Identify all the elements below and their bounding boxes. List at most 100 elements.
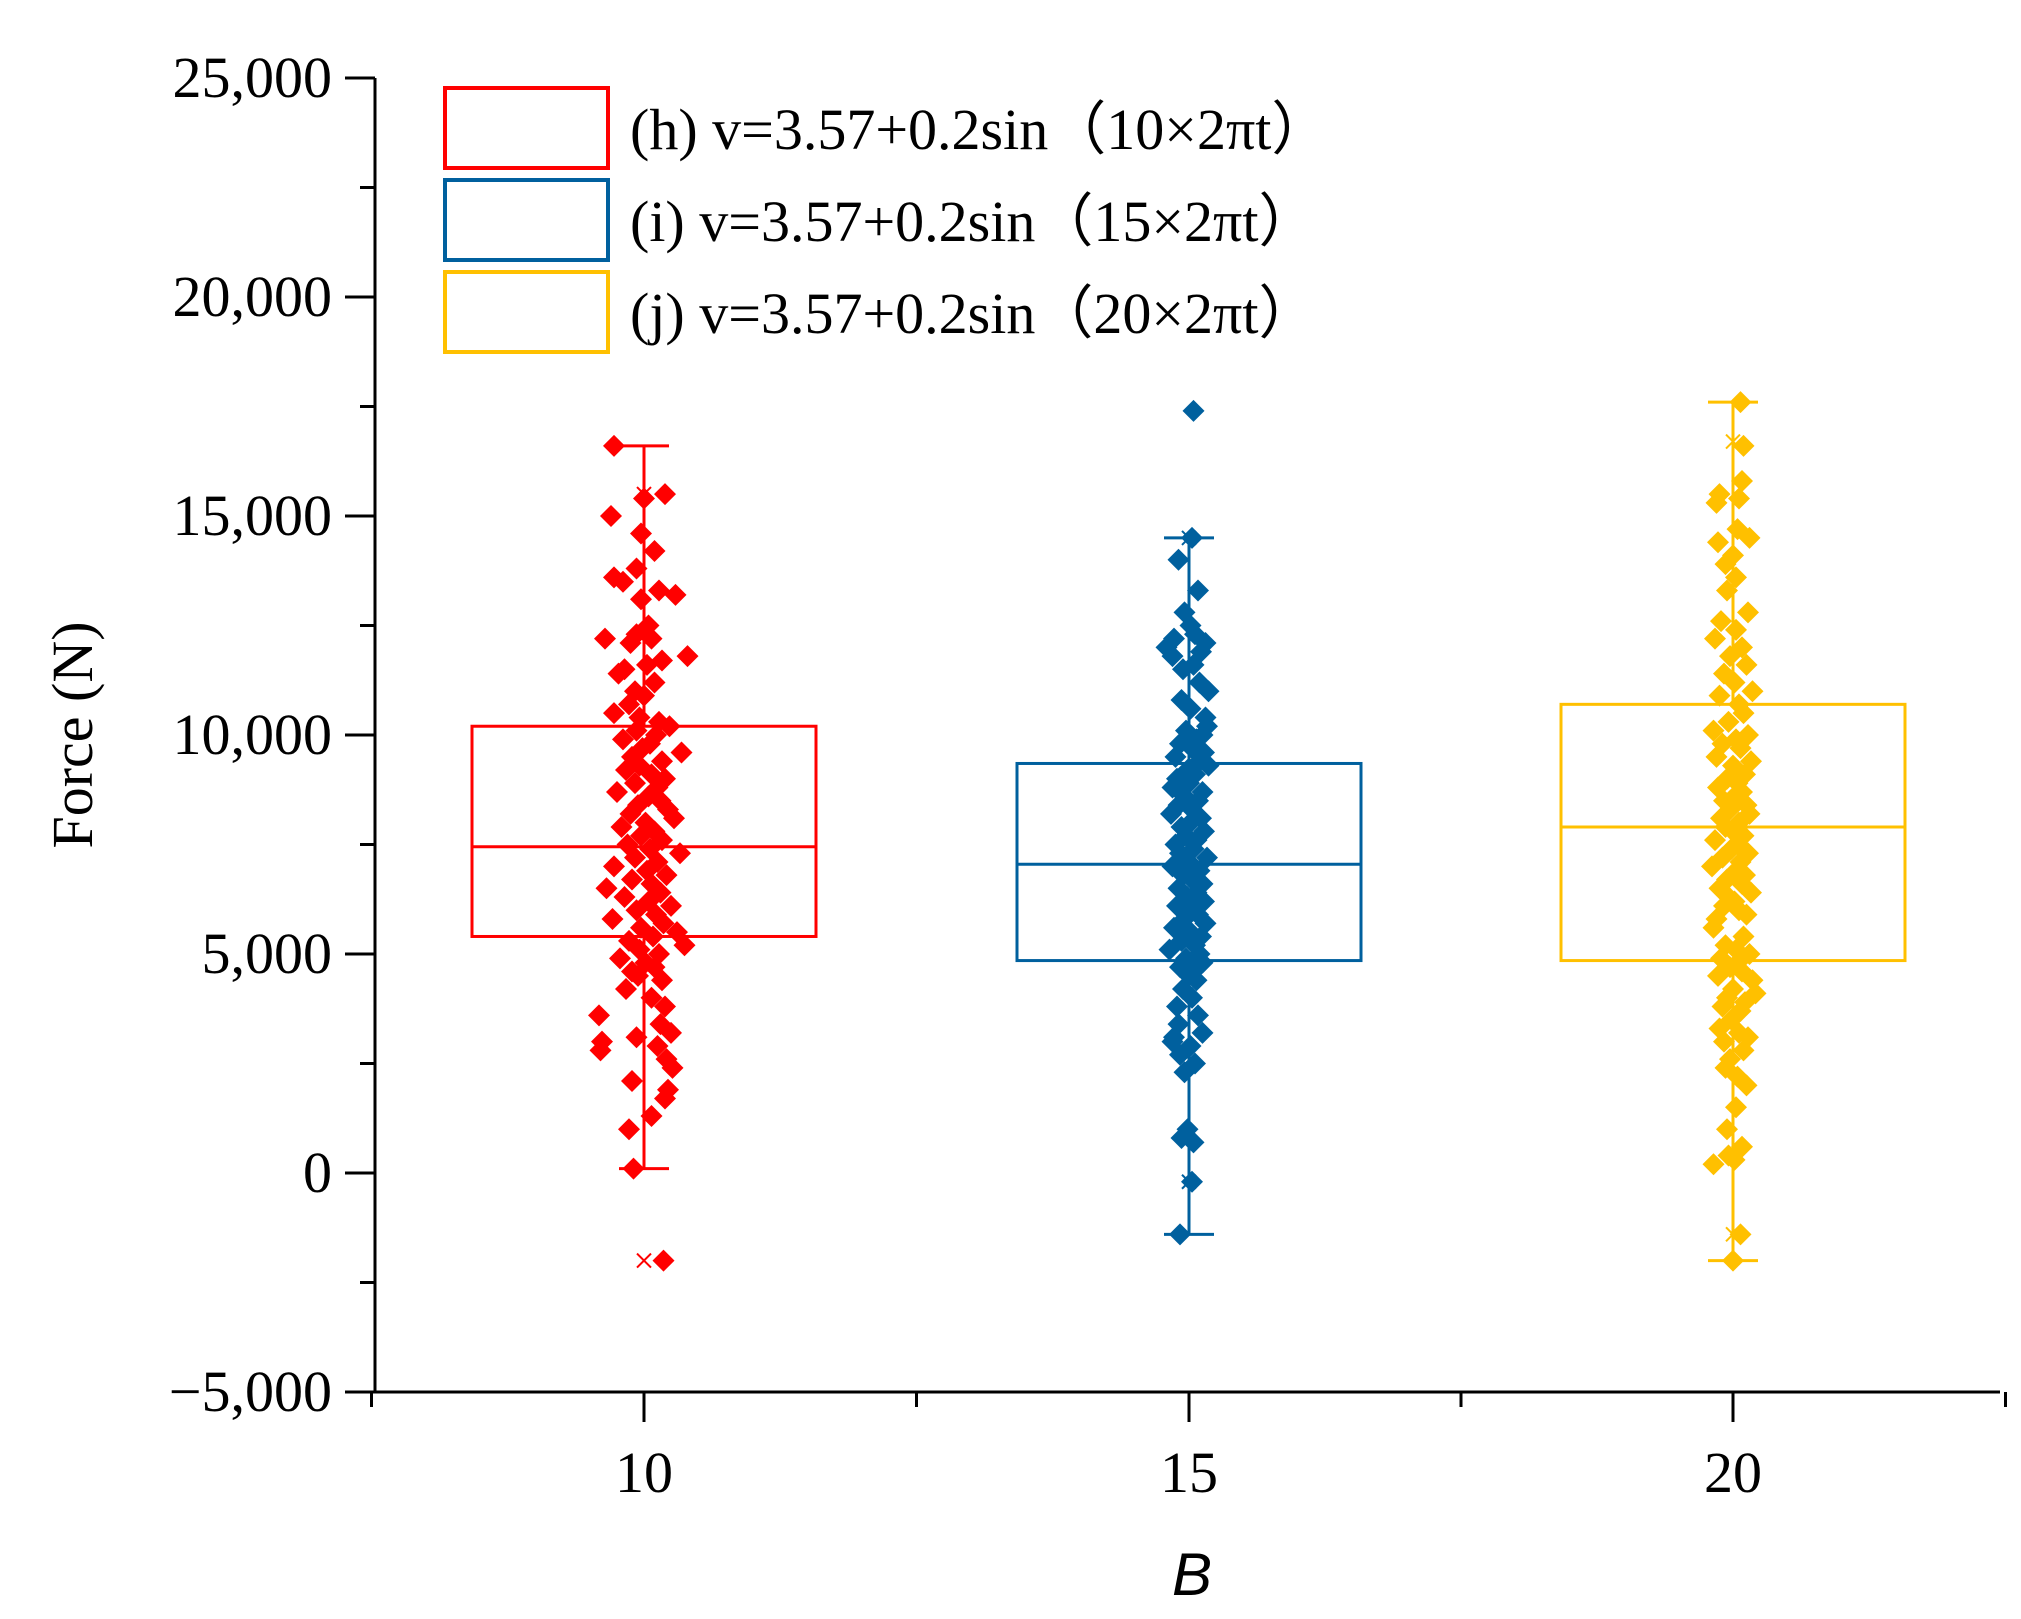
data-point xyxy=(655,864,678,887)
data-point xyxy=(636,653,658,676)
data-point xyxy=(613,886,636,909)
data-point xyxy=(594,627,616,650)
data-point xyxy=(1735,903,1758,926)
min-marker xyxy=(636,1252,652,1269)
data-point xyxy=(601,907,624,930)
data-point xyxy=(1732,434,1755,457)
data-point xyxy=(1725,618,1747,641)
data-point xyxy=(588,1004,610,1027)
data-point xyxy=(1740,881,1762,904)
data-point xyxy=(625,1026,648,1049)
data-point xyxy=(1731,469,1753,492)
x-ticks: 10 15 20 xyxy=(370,1392,2007,1505)
data-point xyxy=(1702,1153,1725,1176)
data-point xyxy=(1197,754,1220,777)
series-group-10 xyxy=(470,434,818,1272)
data-point xyxy=(640,1105,663,1128)
data-point xyxy=(1169,1223,1191,1246)
y-ticks: −5,000 0 5,000 10,000 15,000 20,000 25,000 xyxy=(169,45,375,1424)
data-point xyxy=(651,750,673,773)
data-point xyxy=(1741,680,1764,703)
y-tick-label: 5,000 xyxy=(202,921,333,986)
data-points xyxy=(1701,391,1767,1272)
data-point xyxy=(660,894,682,917)
data-point xyxy=(619,632,642,655)
data-point xyxy=(1702,916,1725,939)
plot-area xyxy=(470,391,1907,1272)
data-point xyxy=(1723,1148,1746,1171)
legend-label: (i) v=3.57+0.2sin（15×2πt） xyxy=(630,189,1316,254)
y-tick-label: 15,000 xyxy=(173,483,333,548)
data-point xyxy=(640,627,663,650)
data-point xyxy=(1182,1131,1205,1154)
data-point xyxy=(1725,566,1747,589)
data-point xyxy=(673,934,696,957)
data-point xyxy=(603,702,625,725)
data-point xyxy=(1738,526,1761,549)
data-point xyxy=(1707,531,1729,554)
data-point xyxy=(676,645,699,668)
data-point xyxy=(664,583,687,606)
data-point xyxy=(1707,964,1729,987)
data-point xyxy=(603,434,625,457)
data-point xyxy=(606,780,628,803)
data-point xyxy=(589,1039,612,1062)
legend-swatch xyxy=(443,178,610,262)
data-point xyxy=(670,741,693,764)
data-point xyxy=(1719,645,1741,668)
data-point xyxy=(1167,548,1190,571)
data-point xyxy=(648,579,670,602)
data-point xyxy=(1732,1039,1755,1062)
y-axis-title: Force (N) xyxy=(40,621,105,848)
data-point xyxy=(615,978,637,1001)
data-point xyxy=(624,846,646,869)
data-point xyxy=(1187,1004,1209,1027)
data-point xyxy=(661,1056,684,1079)
data-point xyxy=(1705,491,1728,514)
data-point xyxy=(619,802,642,825)
data-point xyxy=(630,588,652,611)
series-group-20 xyxy=(1559,391,1907,1272)
data-point xyxy=(1714,553,1737,576)
y-tick-label: 0 xyxy=(303,1140,332,1205)
data-point xyxy=(618,1118,640,1141)
data-point xyxy=(607,662,630,685)
data-point xyxy=(1735,653,1758,676)
legend-item-15: (i) v=3.57+0.2sin（15×2πt） xyxy=(443,178,1316,262)
data-point xyxy=(658,715,681,738)
data-point xyxy=(1716,1118,1738,1141)
legend-label: (h) v=3.57+0.2sin（10×2πt） xyxy=(630,97,1329,162)
data-point xyxy=(652,1249,675,1272)
data-point xyxy=(612,570,634,593)
data-point xyxy=(1737,601,1759,624)
data-point xyxy=(1181,1170,1203,1193)
data-point xyxy=(603,855,625,878)
data-point xyxy=(1185,969,1208,992)
data-point xyxy=(625,899,648,922)
data-point xyxy=(642,925,664,948)
data-point xyxy=(630,522,652,545)
data-point xyxy=(1702,719,1725,742)
data-point xyxy=(1711,995,1734,1018)
data-point xyxy=(595,877,618,900)
data-point xyxy=(1191,1021,1214,1044)
legend: (h) v=3.57+0.2sin（10×2πt） (i) v=3.57+0.2s… xyxy=(443,86,1329,354)
y-tick-label: −5,000 xyxy=(169,1359,332,1424)
data-points xyxy=(1155,399,1220,1246)
data-point xyxy=(1160,802,1182,825)
x-tick-label: 20 xyxy=(1704,1440,1762,1505)
data-point xyxy=(663,807,685,830)
data-point xyxy=(1704,829,1726,852)
data-point xyxy=(643,671,666,694)
data-point xyxy=(625,719,648,742)
data-point xyxy=(654,1087,676,1110)
data-point xyxy=(669,842,691,865)
data-point xyxy=(630,824,652,847)
data-point xyxy=(1722,1249,1744,1272)
data-point xyxy=(1181,526,1203,549)
data-point xyxy=(1704,627,1726,650)
data-point xyxy=(1713,1030,1735,1053)
data-point xyxy=(609,947,631,970)
data-point xyxy=(1173,1061,1196,1084)
